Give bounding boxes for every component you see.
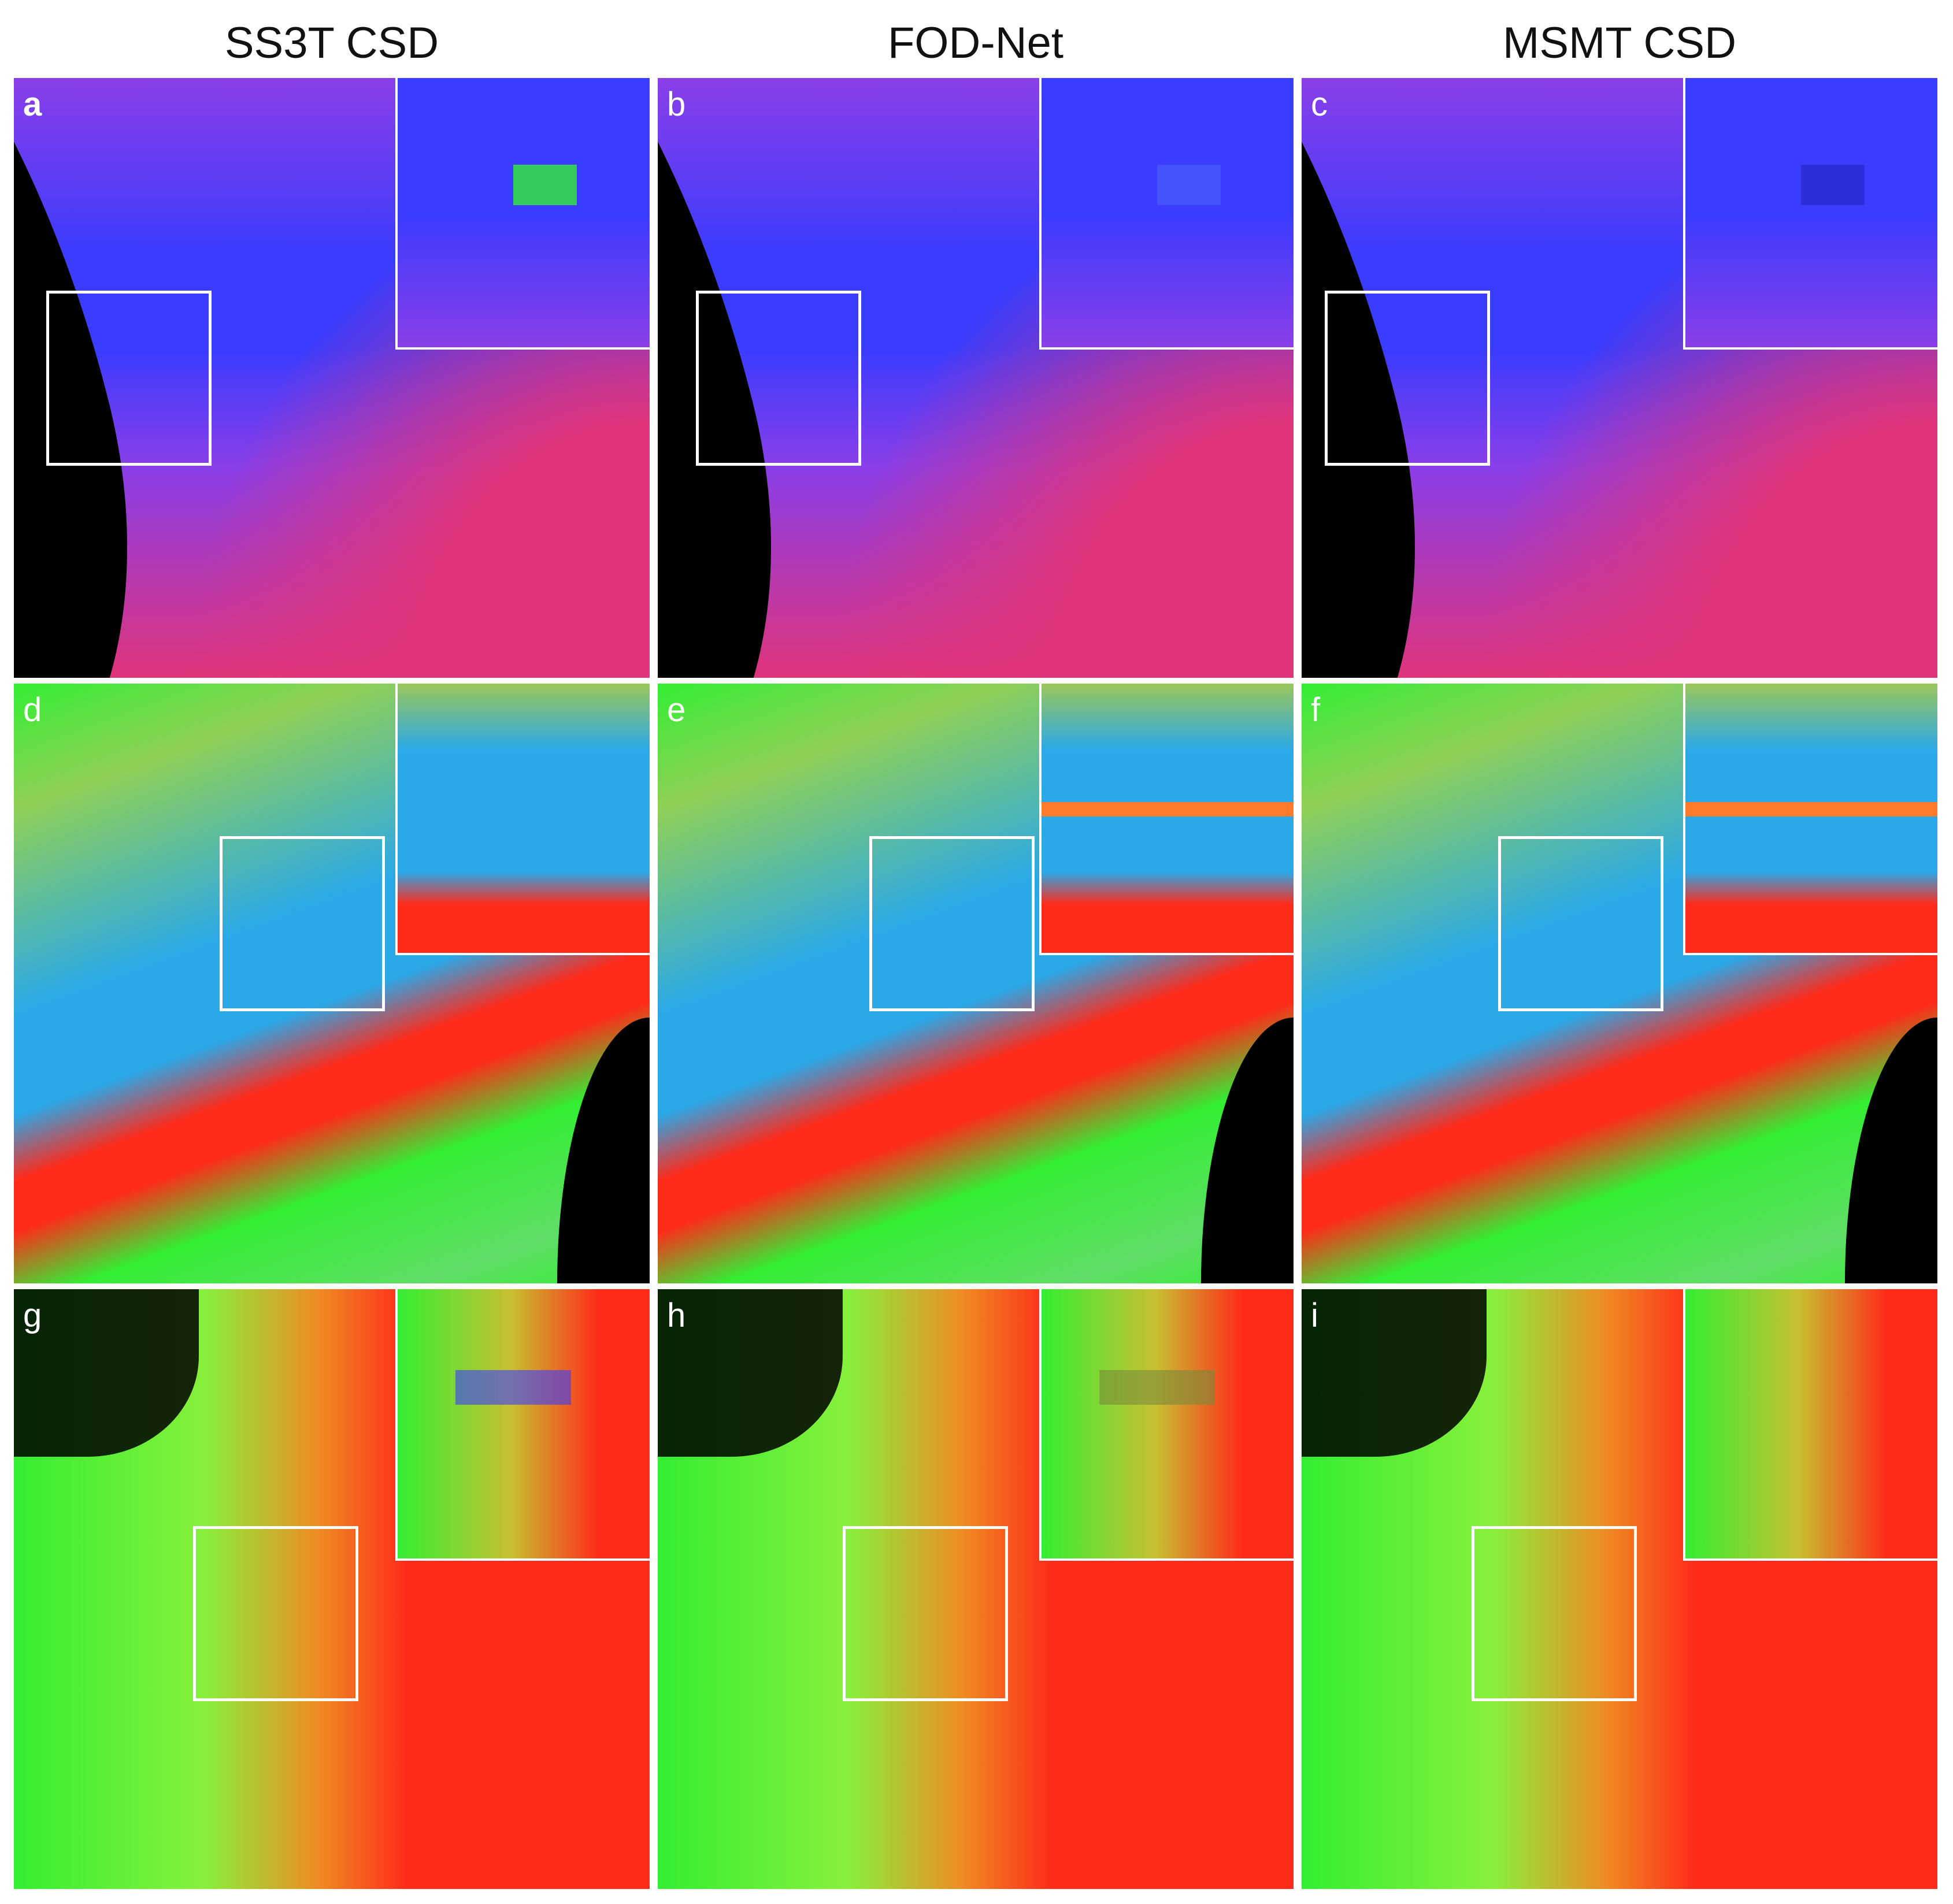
zoom-inset: [1683, 1289, 1937, 1561]
panel-letter: f: [1311, 691, 1321, 729]
panel-e: e: [658, 684, 1294, 1283]
zoom-inset-image: [1685, 684, 1937, 953]
zoom-inset: [395, 1289, 650, 1561]
artifact-mark: [513, 165, 577, 205]
zoom-inset-image: [398, 1289, 650, 1558]
panel-i: i: [1302, 1289, 1937, 1889]
zoom-inset-image: [1042, 78, 1294, 347]
column-title-0: SS3T CSD: [224, 18, 439, 68]
zoom-inset: [1683, 684, 1937, 955]
zoom-inset: [395, 684, 650, 955]
zoom-inset-image: [1685, 1289, 1937, 1558]
zoom-inset: [1039, 684, 1294, 955]
artifact-mark: [1099, 1370, 1215, 1405]
panel-f: f: [1302, 684, 1937, 1283]
zoom-inset: [1039, 1289, 1294, 1561]
zoom-region-box: [869, 836, 1035, 1011]
panel-letter: e: [667, 691, 686, 729]
zoom-region-box: [1498, 836, 1663, 1011]
panel-a: a: [14, 78, 650, 678]
panel-letter: b: [667, 86, 686, 123]
artifact-mark: [1801, 165, 1865, 205]
zoom-inset: [1039, 78, 1294, 350]
panel-letter: a: [23, 86, 42, 123]
panel-b: b: [658, 78, 1294, 678]
zoom-region-box: [1325, 291, 1490, 466]
artifact-mark: [455, 1370, 571, 1405]
column-title-1: FOD-Net: [888, 18, 1063, 68]
zoom-region-box: [46, 291, 212, 466]
zoom-region-box: [1472, 1526, 1637, 1701]
artifact-mark: [1042, 802, 1294, 816]
zoom-inset: [395, 78, 650, 350]
zoom-inset-image: [398, 684, 650, 953]
zoom-region-box: [193, 1526, 358, 1701]
column-title-2: MSMT CSD: [1503, 18, 1736, 68]
panel-letter: h: [667, 1297, 686, 1334]
zoom-inset: [1683, 78, 1937, 350]
panel-g: g: [14, 1289, 650, 1889]
panel-c: c: [1302, 78, 1937, 678]
zoom-inset-image: [1042, 684, 1294, 953]
zoom-region-box: [843, 1526, 1008, 1701]
panel-h: h: [658, 1289, 1294, 1889]
panel-letter: c: [1311, 86, 1328, 123]
zoom-inset-image: [1685, 78, 1937, 347]
artifact-mark: [1685, 802, 1937, 816]
panel-d: d: [14, 684, 650, 1283]
zoom-region-box: [696, 291, 861, 466]
panel-letter: d: [23, 691, 42, 729]
panel-letter: g: [23, 1297, 42, 1334]
zoom-inset-image: [1042, 1289, 1294, 1558]
artifact-mark: [1157, 165, 1221, 205]
panel-letter: i: [1311, 1297, 1318, 1334]
zoom-region-box: [220, 836, 385, 1011]
zoom-inset-image: [398, 78, 650, 347]
